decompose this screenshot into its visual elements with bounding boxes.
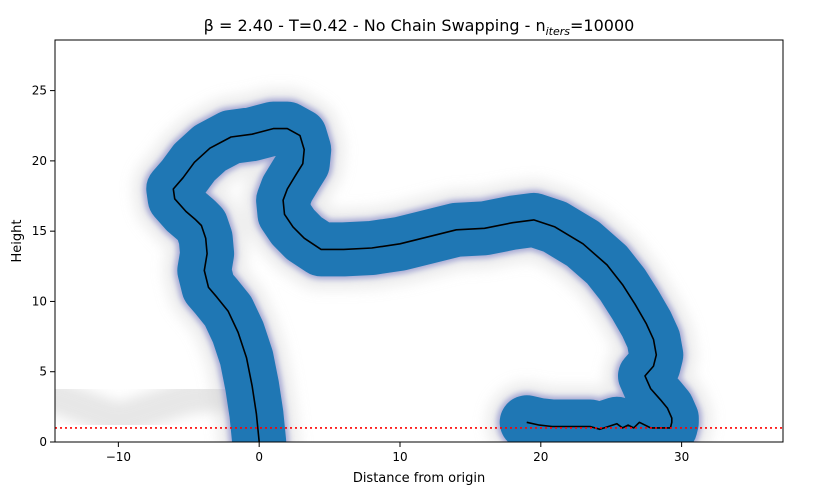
- x-tick-label: 30: [674, 450, 689, 464]
- plot-frame: [54, 39, 784, 443]
- y-tick-label: 15: [32, 224, 47, 238]
- y-tick-label: 20: [32, 154, 47, 168]
- x-tick-label: −10: [106, 450, 131, 464]
- x-tick-label: 0: [255, 450, 263, 464]
- chart-title-prefix: β = 2.40 - T=0.42 - No Chain Swapping - …: [204, 16, 546, 35]
- x-axis-label: Distance from origin: [353, 471, 485, 486]
- mean-chain-line: [172, 127, 673, 442]
- y-tick-label: 5: [39, 365, 47, 379]
- y-tick-label: 0: [39, 435, 47, 449]
- plot-area: [55, 87, 783, 442]
- x-tick-label: 20: [533, 450, 548, 464]
- y-tick-label: 25: [32, 84, 47, 98]
- x-tick-label: 10: [392, 450, 407, 464]
- y-tick-label: 10: [32, 294, 47, 308]
- y-axis-label: Height: [10, 220, 25, 263]
- chart-title-suffix: =10000: [570, 16, 634, 35]
- chart-title-subscript: iters: [546, 25, 571, 38]
- chart-title: β = 2.40 - T=0.42 - No Chain Swapping - …: [204, 16, 635, 38]
- axis-ticks: −10 0 10 20 30 0 5 10 15 20 25: [32, 84, 690, 464]
